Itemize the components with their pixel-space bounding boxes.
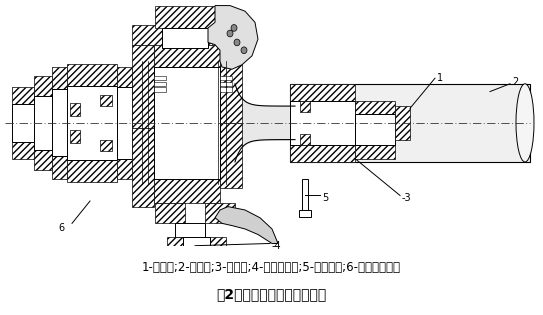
Ellipse shape [516,84,534,162]
Bar [117,158,132,179]
Text: 5: 5 [322,193,329,203]
Bar [205,203,235,223]
Bar [154,87,166,92]
Bar [100,95,112,106]
Polygon shape [208,6,258,69]
Bar [132,129,154,207]
Bar [290,84,355,100]
Circle shape [234,39,240,46]
Bar [300,134,310,145]
Bar [154,179,220,203]
Bar [52,89,67,156]
Bar [34,76,52,96]
Circle shape [231,25,237,31]
Text: 1-压力水;2-转轮侧;3-导轴承;4-双骨架油封;5-渗漏排水;6-推力径向轴承: 1-压力水;2-转轮侧;3-导轴承;4-双骨架油封;5-渗漏排水;6-推力径向轴… [142,261,401,273]
Bar [34,150,52,170]
Circle shape [241,47,247,54]
Bar [220,82,232,86]
Bar [355,100,395,114]
Polygon shape [215,207,278,243]
Bar [355,145,395,158]
Text: -4: -4 [272,241,282,251]
Bar [52,67,67,89]
Text: 图2滑动推力、导轴承示意图: 图2滑动推力、导轴承示意图 [216,287,326,301]
Bar [299,210,311,217]
Bar [220,76,232,80]
Bar [300,100,310,112]
Bar [183,237,210,252]
Bar [175,223,205,237]
Bar [67,86,117,160]
Bar [12,87,34,104]
Bar [34,96,52,150]
Bar [290,145,355,162]
Bar [52,156,67,179]
Bar [132,45,154,129]
Bar [162,28,208,48]
Bar [12,104,34,142]
Bar [154,76,166,80]
Bar [34,106,154,140]
Bar [220,87,232,92]
Bar [220,61,242,123]
Bar [70,103,80,116]
Bar [154,106,224,140]
Bar [117,87,132,158]
Bar [155,6,215,28]
Text: -3: -3 [402,193,412,203]
Text: 6: 6 [58,223,64,233]
Bar [100,140,112,151]
Bar [67,160,117,182]
Bar [302,179,308,212]
Bar [395,106,410,140]
Bar [167,237,183,252]
Circle shape [227,30,233,37]
Bar [70,129,80,143]
Text: 2: 2 [512,77,518,87]
Bar [117,67,132,87]
Bar [154,67,220,179]
Text: 1: 1 [437,73,443,83]
Bar [210,237,226,252]
Bar [67,64,117,86]
Bar [220,123,242,188]
Bar [132,25,212,45]
Bar [154,82,166,86]
Bar [154,45,220,67]
Bar [290,100,355,145]
Bar [155,203,185,223]
Bar [12,142,34,158]
Bar [290,84,530,162]
Bar [355,114,395,145]
